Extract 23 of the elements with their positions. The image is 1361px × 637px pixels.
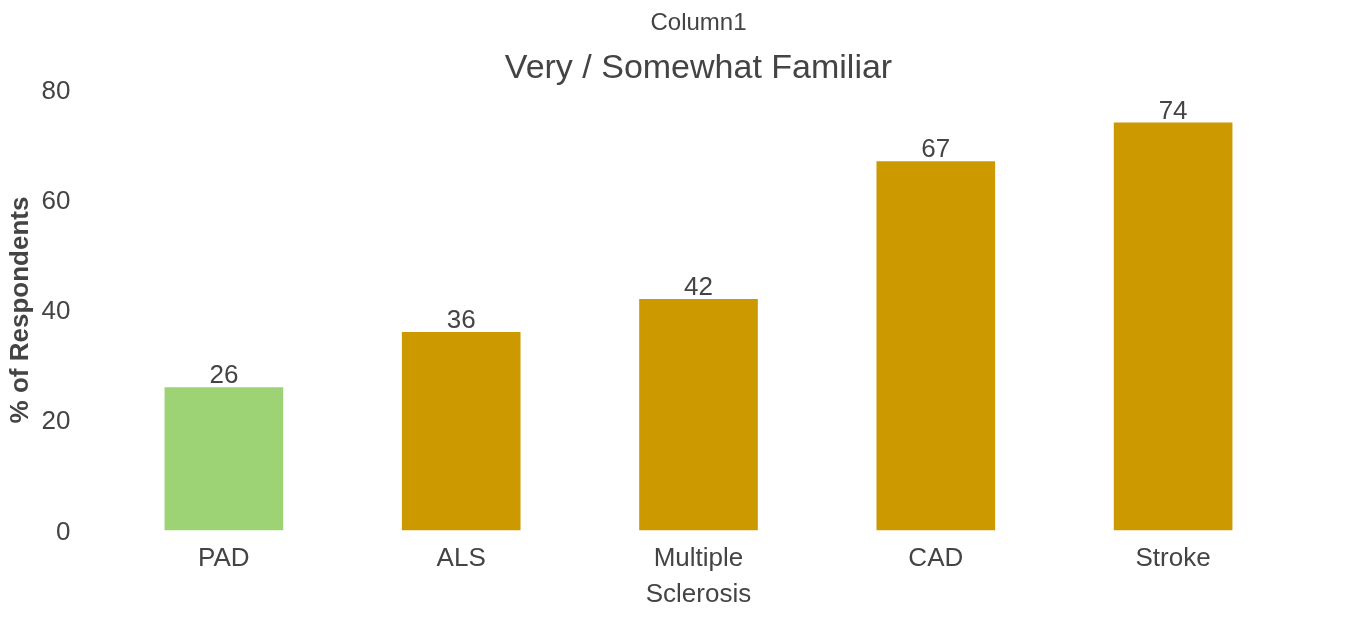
data-label: 74 (1158, 94, 1188, 125)
bar (164, 387, 284, 531)
data-label: 67 (921, 133, 951, 164)
y-tick-label: 0 (56, 515, 71, 546)
x-tick-label: ALS (436, 541, 486, 572)
x-tick-label: Stroke (1135, 541, 1211, 572)
x-tick-label: PAD (198, 541, 250, 572)
y-tick-label: 40 (41, 295, 71, 325)
y-tick-label: 20 (41, 405, 71, 436)
x-tick-label: Multiple Sclerosis (645, 541, 752, 608)
y-tick-label: 80 (41, 74, 71, 105)
chart-title: Very / Somewhat Familiar (504, 46, 893, 85)
bar (876, 161, 996, 531)
data-label: 42 (684, 270, 713, 301)
chart-subtitle: Column1 (650, 7, 747, 35)
data-label: 26 (209, 359, 239, 390)
data-label: 36 (446, 304, 476, 335)
bar (639, 298, 758, 531)
y-tick-label: 60 (41, 184, 71, 215)
bar (401, 332, 521, 531)
x-tick-label: CAD (908, 541, 964, 572)
bar (1113, 122, 1233, 531)
y-axis-title: % of Respondents (3, 196, 34, 424)
